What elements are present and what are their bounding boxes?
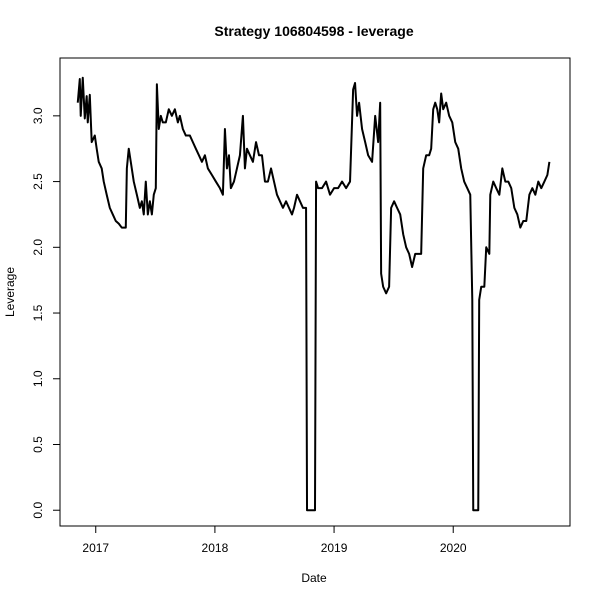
x-tick-label: 2020 [440,541,467,555]
y-tick-label: 1.0 [31,370,45,387]
x-tick-label: 2019 [321,541,348,555]
y-tick-label: 0.0 [31,502,45,519]
x-axis-label: Date [301,571,327,585]
chart-title: Strategy 106804598 - leverage [214,23,413,39]
plot-frame [59,57,571,527]
y-tick-label: 0.5 [31,436,45,453]
data-line [76,76,551,512]
y-tick-label: 1.5 [31,304,45,321]
x-tick-label: 2017 [82,541,109,555]
y-axis-label: Leverage [3,267,17,317]
y-tick-label: 2.0 [31,239,45,256]
y-tick-label: 2.5 [31,173,45,190]
x-tick-label: 2018 [202,541,229,555]
y-tick-label: 3.0 [31,107,45,124]
